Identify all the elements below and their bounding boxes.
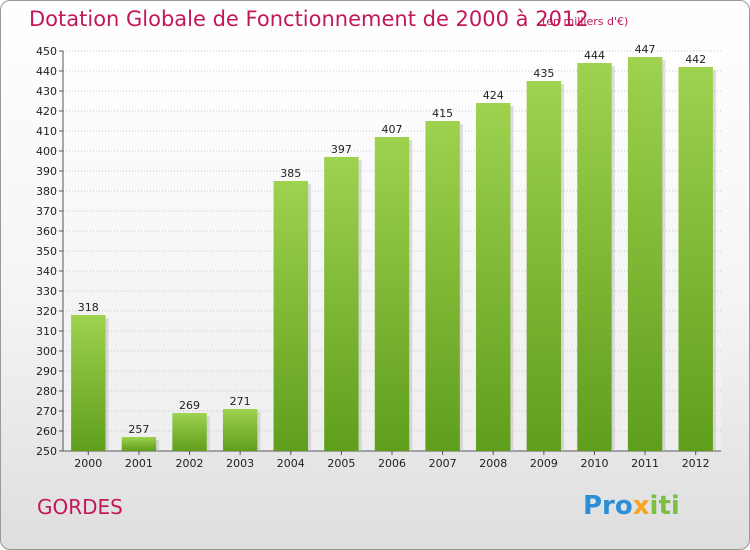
x-tick-label: 2011 [631,457,659,470]
data-label: 435 [533,67,554,80]
y-tick-label: 300 [36,345,57,358]
y-tick-label: 350 [36,245,57,258]
chart-title: Dotation Globale de Fonctionnement de 20… [29,7,589,31]
bar-2008 [476,103,511,451]
bar-2005 [324,157,359,451]
bar-2006 [374,137,410,451]
data-label: 424 [483,89,504,102]
x-tick-label: 2005 [327,457,355,470]
bar-2001 [121,437,157,451]
x-tick-label: 2000 [74,457,102,470]
y-tick-label: 360 [36,225,57,238]
logo-part-3: iti [649,491,680,521]
y-tick-label: 410 [36,125,57,138]
bar-2007 [425,121,460,451]
y-tick-label: 390 [36,165,57,178]
axes: 250 260 270 280 290 300 310 320 330 340 350 360 370 3… [36,45,721,470]
x-tick-label: 2012 [682,457,710,470]
data-label: 442 [685,53,706,66]
data-label: 318 [78,301,99,314]
bar-2003 [222,409,258,451]
data-label: 447 [635,43,656,56]
y-tick-label: 320 [36,305,57,318]
y-tick-label: 280 [36,385,57,398]
y-tick-label: 290 [36,365,57,378]
y-tick-label: 370 [36,205,57,218]
x-tick-label: 2002 [176,457,204,470]
proxiti-logo: Proxiti [583,491,680,521]
logo-part-1: Pro [583,491,633,521]
x-tick-label: 2006 [378,457,406,470]
data-label: 397 [331,143,352,156]
x-tick-label: 2010 [580,457,608,470]
x-tick-label: 2007 [429,457,457,470]
bar-2004 [273,181,308,451]
commune-name: GORDES [37,495,123,519]
logo-part-2: x [632,491,650,521]
bar-2002 [172,413,207,451]
y-tick-label: 420 [36,105,57,118]
y-tick-label: 270 [36,405,57,418]
x-tick-label: 2008 [479,457,507,470]
x-tick-label: 2003 [226,457,254,470]
x-tick-label: 2004 [277,457,305,470]
bar-2009 [526,81,562,451]
y-tick-label: 430 [36,85,57,98]
data-label: 444 [584,49,605,62]
data-label: 407 [382,123,403,136]
y-tick-label: 440 [36,65,57,78]
data-labels: 318 257 269 271 385 397 407 415 424 435 444 447 442 [78,43,706,436]
y-tick-label: 310 [36,325,57,338]
bar-2012 [678,67,713,451]
data-label: 257 [128,423,149,436]
bars [71,57,716,451]
y-tick-label: 380 [36,185,57,198]
data-label: 415 [432,107,453,120]
bar-2010 [577,63,612,451]
data-label: 271 [230,395,251,408]
y-tick-label: 400 [36,145,57,158]
chart-subtitle: (en milliers d'€) [542,15,629,28]
y-tick-label: 260 [36,425,57,438]
x-tick-label: 2009 [530,457,558,470]
data-label: 385 [280,167,301,180]
y-tick-label: 330 [36,285,57,298]
data-label: 269 [179,399,200,412]
x-tick-label: 2001 [125,457,153,470]
y-tick-label: 450 [36,45,57,58]
y-tick-label: 340 [36,265,57,278]
y-tick-label: 250 [36,445,57,458]
bar-2011 [627,57,663,451]
bar-2000 [71,315,106,451]
